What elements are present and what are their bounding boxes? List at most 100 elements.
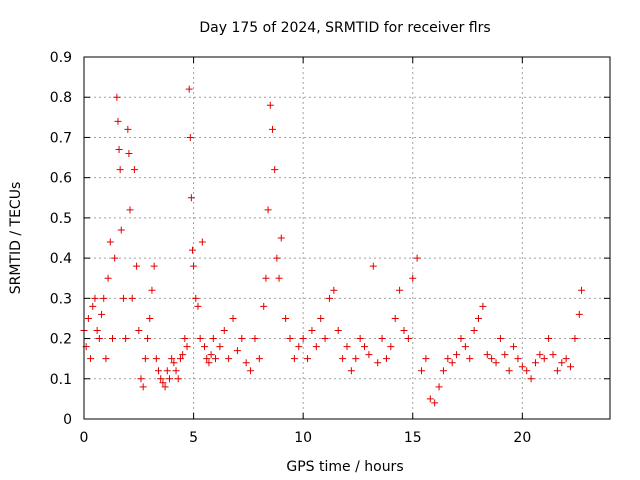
data-point [325,294,333,302]
x-tick-label: 15 [404,430,422,446]
data-points [80,85,586,407]
data-point [439,367,447,375]
data-point [304,355,312,363]
data-point [255,355,263,363]
data-point [558,359,566,367]
data-point [172,367,180,375]
data-point [163,367,171,375]
data-point [444,355,452,363]
data-point [422,355,430,363]
x-axis-label: GPS time / hours [286,459,403,475]
data-point [113,93,121,101]
data-point [361,343,369,351]
data-point [536,351,544,359]
data-point [545,335,553,343]
data-point [181,335,189,343]
data-point [396,286,404,294]
data-point [87,355,95,363]
data-point [277,234,285,242]
y-tick-label: 0.5 [50,211,72,227]
data-point [295,343,303,351]
data-point [209,335,217,343]
data-point [435,383,443,391]
data-point [461,343,469,351]
data-point [299,335,307,343]
data-point [448,359,456,367]
data-point [562,355,570,363]
data-point [119,294,127,302]
data-point [334,327,342,335]
data-point [400,327,408,335]
data-point [266,101,274,109]
data-point [273,254,281,262]
data-point [475,314,482,322]
data-point [418,367,426,375]
data-point [185,85,193,93]
data-point [111,254,119,262]
data-point [518,363,526,371]
x-tick-label: 10 [294,430,312,446]
y-axis-label: SRMTID / TECUs [8,182,24,295]
x-tick-label: 5 [189,430,198,446]
data-point [404,335,412,343]
data-point [89,302,97,310]
data-point [114,117,122,125]
data-point [321,335,329,343]
data-point [165,375,173,383]
data-point [514,355,522,363]
data-point [102,355,110,363]
data-point [161,383,169,391]
data-point [176,355,184,363]
data-point [91,294,99,302]
data-point [183,343,191,351]
data-point [152,355,160,363]
data-point [312,343,320,351]
data-point [352,355,360,363]
data-point [137,375,145,383]
data-point [198,238,206,246]
y-tick-label: 0.4 [50,251,72,267]
data-point [188,246,196,254]
data-point [238,335,246,343]
data-point [194,302,202,310]
data-point [488,355,496,363]
data-point [251,335,259,343]
data-point [139,383,147,391]
data-point [391,314,399,322]
data-point [330,286,338,294]
y-tick-label: 0.8 [50,90,72,106]
data-point [387,343,395,351]
grid-lines [84,57,610,419]
data-point [317,314,325,322]
data-point [260,302,268,310]
data-point [365,351,373,359]
data-point [155,367,163,375]
data-point [148,286,156,294]
x-tick-label: 20 [513,430,531,446]
data-point [282,314,290,322]
data-point [374,359,382,367]
data-point [144,335,152,343]
data-point [271,166,279,174]
data-point [135,327,143,335]
data-point [339,355,347,363]
data-point [523,367,531,375]
data-point [382,355,390,363]
data-point [225,355,233,363]
data-point [308,327,316,335]
data-point [212,355,219,363]
data-point [413,254,421,262]
data-point [262,274,270,282]
data-point [179,351,187,359]
data-point [527,375,535,383]
data-point [117,226,125,234]
data-point [466,355,474,363]
data-point [575,310,583,318]
data-point [510,343,518,351]
data-point [553,367,561,375]
data-point [483,351,491,359]
y-tick-label: 0 [63,412,72,428]
data-point [106,238,114,246]
data-point [108,335,116,343]
